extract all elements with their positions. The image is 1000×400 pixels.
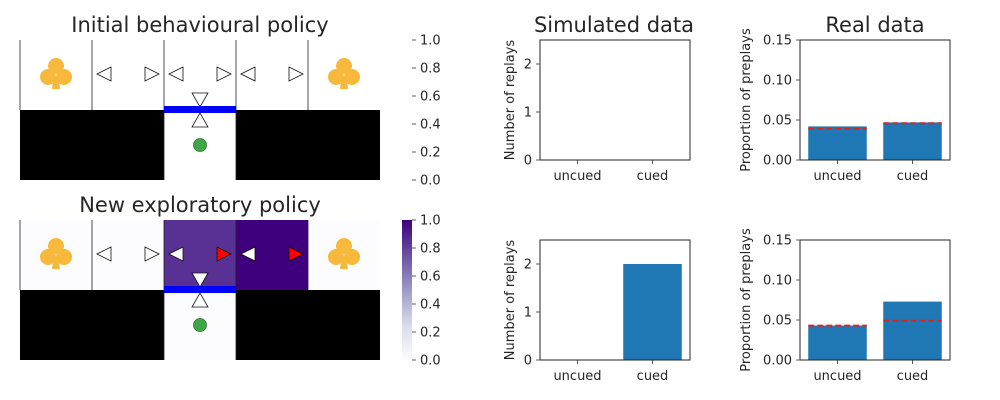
left-arrow-icon: [240, 246, 256, 262]
x-tick-label: cued: [637, 369, 669, 384]
colorbar-gradient: [402, 40, 412, 180]
left-arrow-icon: [96, 246, 112, 262]
axes-frame: [799, 39, 951, 161]
policy-title-exploratory: New exploratory policy: [79, 193, 321, 217]
bar-chart-real-bottom: uncued cued 0.00 0.05 0.10 0.15 Proportion of …: [739, 228, 951, 384]
chart-title-simulated: Simulated data: [534, 13, 694, 37]
bar: [808, 325, 867, 360]
colorbar-tick-label: 0.4: [420, 298, 441, 313]
y-axis-label: Number of replays: [503, 40, 518, 161]
left-arrow-icon: [168, 246, 184, 262]
bar-chart-real-top: Real data uncued cued 0.00 0.05 0.10 0.15 Prop…: [739, 13, 951, 184]
y-tick-label: 1: [524, 306, 532, 321]
y-tick-label: 0.05: [763, 114, 792, 129]
y-tick-label: 0: [524, 354, 532, 369]
maze-cell: [20, 40, 92, 110]
policy-grid-exploratory: [19, 220, 380, 360]
axes-frame: [539, 239, 691, 361]
axes-frame: [539, 39, 691, 161]
barrier: [164, 106, 236, 113]
colorbar-tick-label: 0.2: [420, 146, 441, 161]
y-tick-label: 0.10: [763, 74, 792, 89]
y-tick-label: 0: [524, 154, 532, 169]
colorbar-tick-label: 0.0: [420, 354, 441, 369]
bar: [808, 126, 867, 160]
x-tick-label: uncued: [813, 369, 861, 384]
down-arrow-icon: [191, 272, 209, 288]
right-arrow-icon: [144, 246, 160, 262]
y-tick-label: 0.15: [763, 34, 792, 49]
x-tick-label: uncued: [553, 369, 601, 384]
bar-chart-simulated-top: Simulated data uncued cued 0 1 2 Number of re…: [503, 13, 694, 184]
x-tick-label: cued: [897, 369, 929, 384]
left-arrow-icon: [240, 66, 256, 82]
x-tick-label: uncued: [553, 169, 601, 184]
y-tick-label: 0.00: [763, 154, 792, 169]
y-tick-label: 0.00: [763, 354, 792, 369]
right-arrow-icon: [216, 246, 232, 262]
y-tick-label: 1: [524, 106, 532, 121]
right-arrow-icon: [288, 66, 304, 82]
barrier: [164, 286, 236, 293]
colorbar-tick-label: 0.0: [420, 174, 441, 189]
bar: [883, 122, 942, 160]
colorbar-initial: 0.0 0.2 0.4 0.6 0.8 1.0: [402, 34, 441, 189]
club-icon: [328, 58, 360, 89]
policy-panel-initial: Initial behavioural policy 0.00.20.40.60…: [19, 13, 441, 189]
left-arrow-icon: [96, 66, 112, 82]
colorbar-exploratory: 0.0 0.2 0.4 0.6 0.8 1.0: [402, 214, 441, 369]
right-arrow-icon: [144, 66, 160, 82]
club-icon: [40, 58, 72, 89]
y-axis-label: Proportion of preplays: [739, 28, 754, 172]
chart-title-real: Real data: [825, 13, 924, 37]
maze-cell: [308, 40, 380, 110]
colorbar-tick-label: 1.0: [420, 34, 441, 49]
colorbar-tick-label: 0.2: [420, 326, 441, 341]
maze-cell: [20, 220, 92, 290]
y-tick-label: 0.15: [763, 234, 792, 249]
y-axis-label: Number of replays: [503, 240, 518, 361]
right-arrow-icon: [288, 246, 304, 262]
bar-chart-simulated-bottom: uncued cued 0 1 2 Number of replays: [503, 239, 691, 384]
down-arrow-icon: [191, 92, 209, 108]
chart-real-bottom: uncued cued 0.00 0.05 0.10 0.15 Proportion of …: [739, 228, 951, 384]
agent-dot: [193, 138, 207, 152]
y-tick-label: 0.10: [763, 274, 792, 289]
y-tick-label: 2: [524, 258, 532, 273]
x-tick-label: cued: [637, 169, 669, 184]
chart-real-top: uncued cued 0.00 0.05 0.10 0.15 Proportion of …: [739, 28, 951, 184]
x-tick-label: cued: [897, 169, 929, 184]
agent-dot: [193, 318, 207, 332]
club-icon: [40, 238, 72, 269]
colorbar-tick-label: 0.8: [420, 242, 441, 257]
colorbar-tick-label: 0.4: [420, 118, 441, 133]
y-tick-label: 0.05: [763, 314, 792, 329]
policy-title-initial: Initial behavioural policy: [71, 13, 328, 37]
right-arrow-icon: [216, 66, 232, 82]
axes-frame: [799, 239, 951, 361]
bar: [883, 301, 942, 360]
bar: [623, 264, 682, 360]
chart-simulated-bottom: uncued cued 0 1 2 Number of replays: [503, 239, 691, 384]
colorbar-tick-label: 1.0: [420, 214, 441, 229]
policy-grid-initial: [19, 40, 380, 180]
colorbar-tick-label: 0.6: [420, 270, 441, 285]
policy-panel-exploratory: New exploratory policy 0.0 0.2 0.4 0.6 0.8 1.…: [19, 193, 441, 369]
chart-simulated-top: uncued cued 0 1 2 Number of replays: [503, 39, 691, 184]
colorbar-gradient: [402, 220, 412, 360]
colorbar-tick-label: 0.6: [420, 90, 441, 105]
y-axis-label: Proportion of preplays: [739, 228, 754, 372]
y-tick-label: 2: [524, 58, 532, 73]
up-arrow-icon: [191, 112, 209, 128]
maze-cell: [308, 220, 380, 290]
up-arrow-icon: [191, 292, 209, 308]
club-icon: [328, 238, 360, 269]
colorbar-tick-label: 0.8: [420, 62, 441, 77]
left-arrow-icon: [168, 66, 184, 82]
x-tick-label: uncued: [813, 169, 861, 184]
